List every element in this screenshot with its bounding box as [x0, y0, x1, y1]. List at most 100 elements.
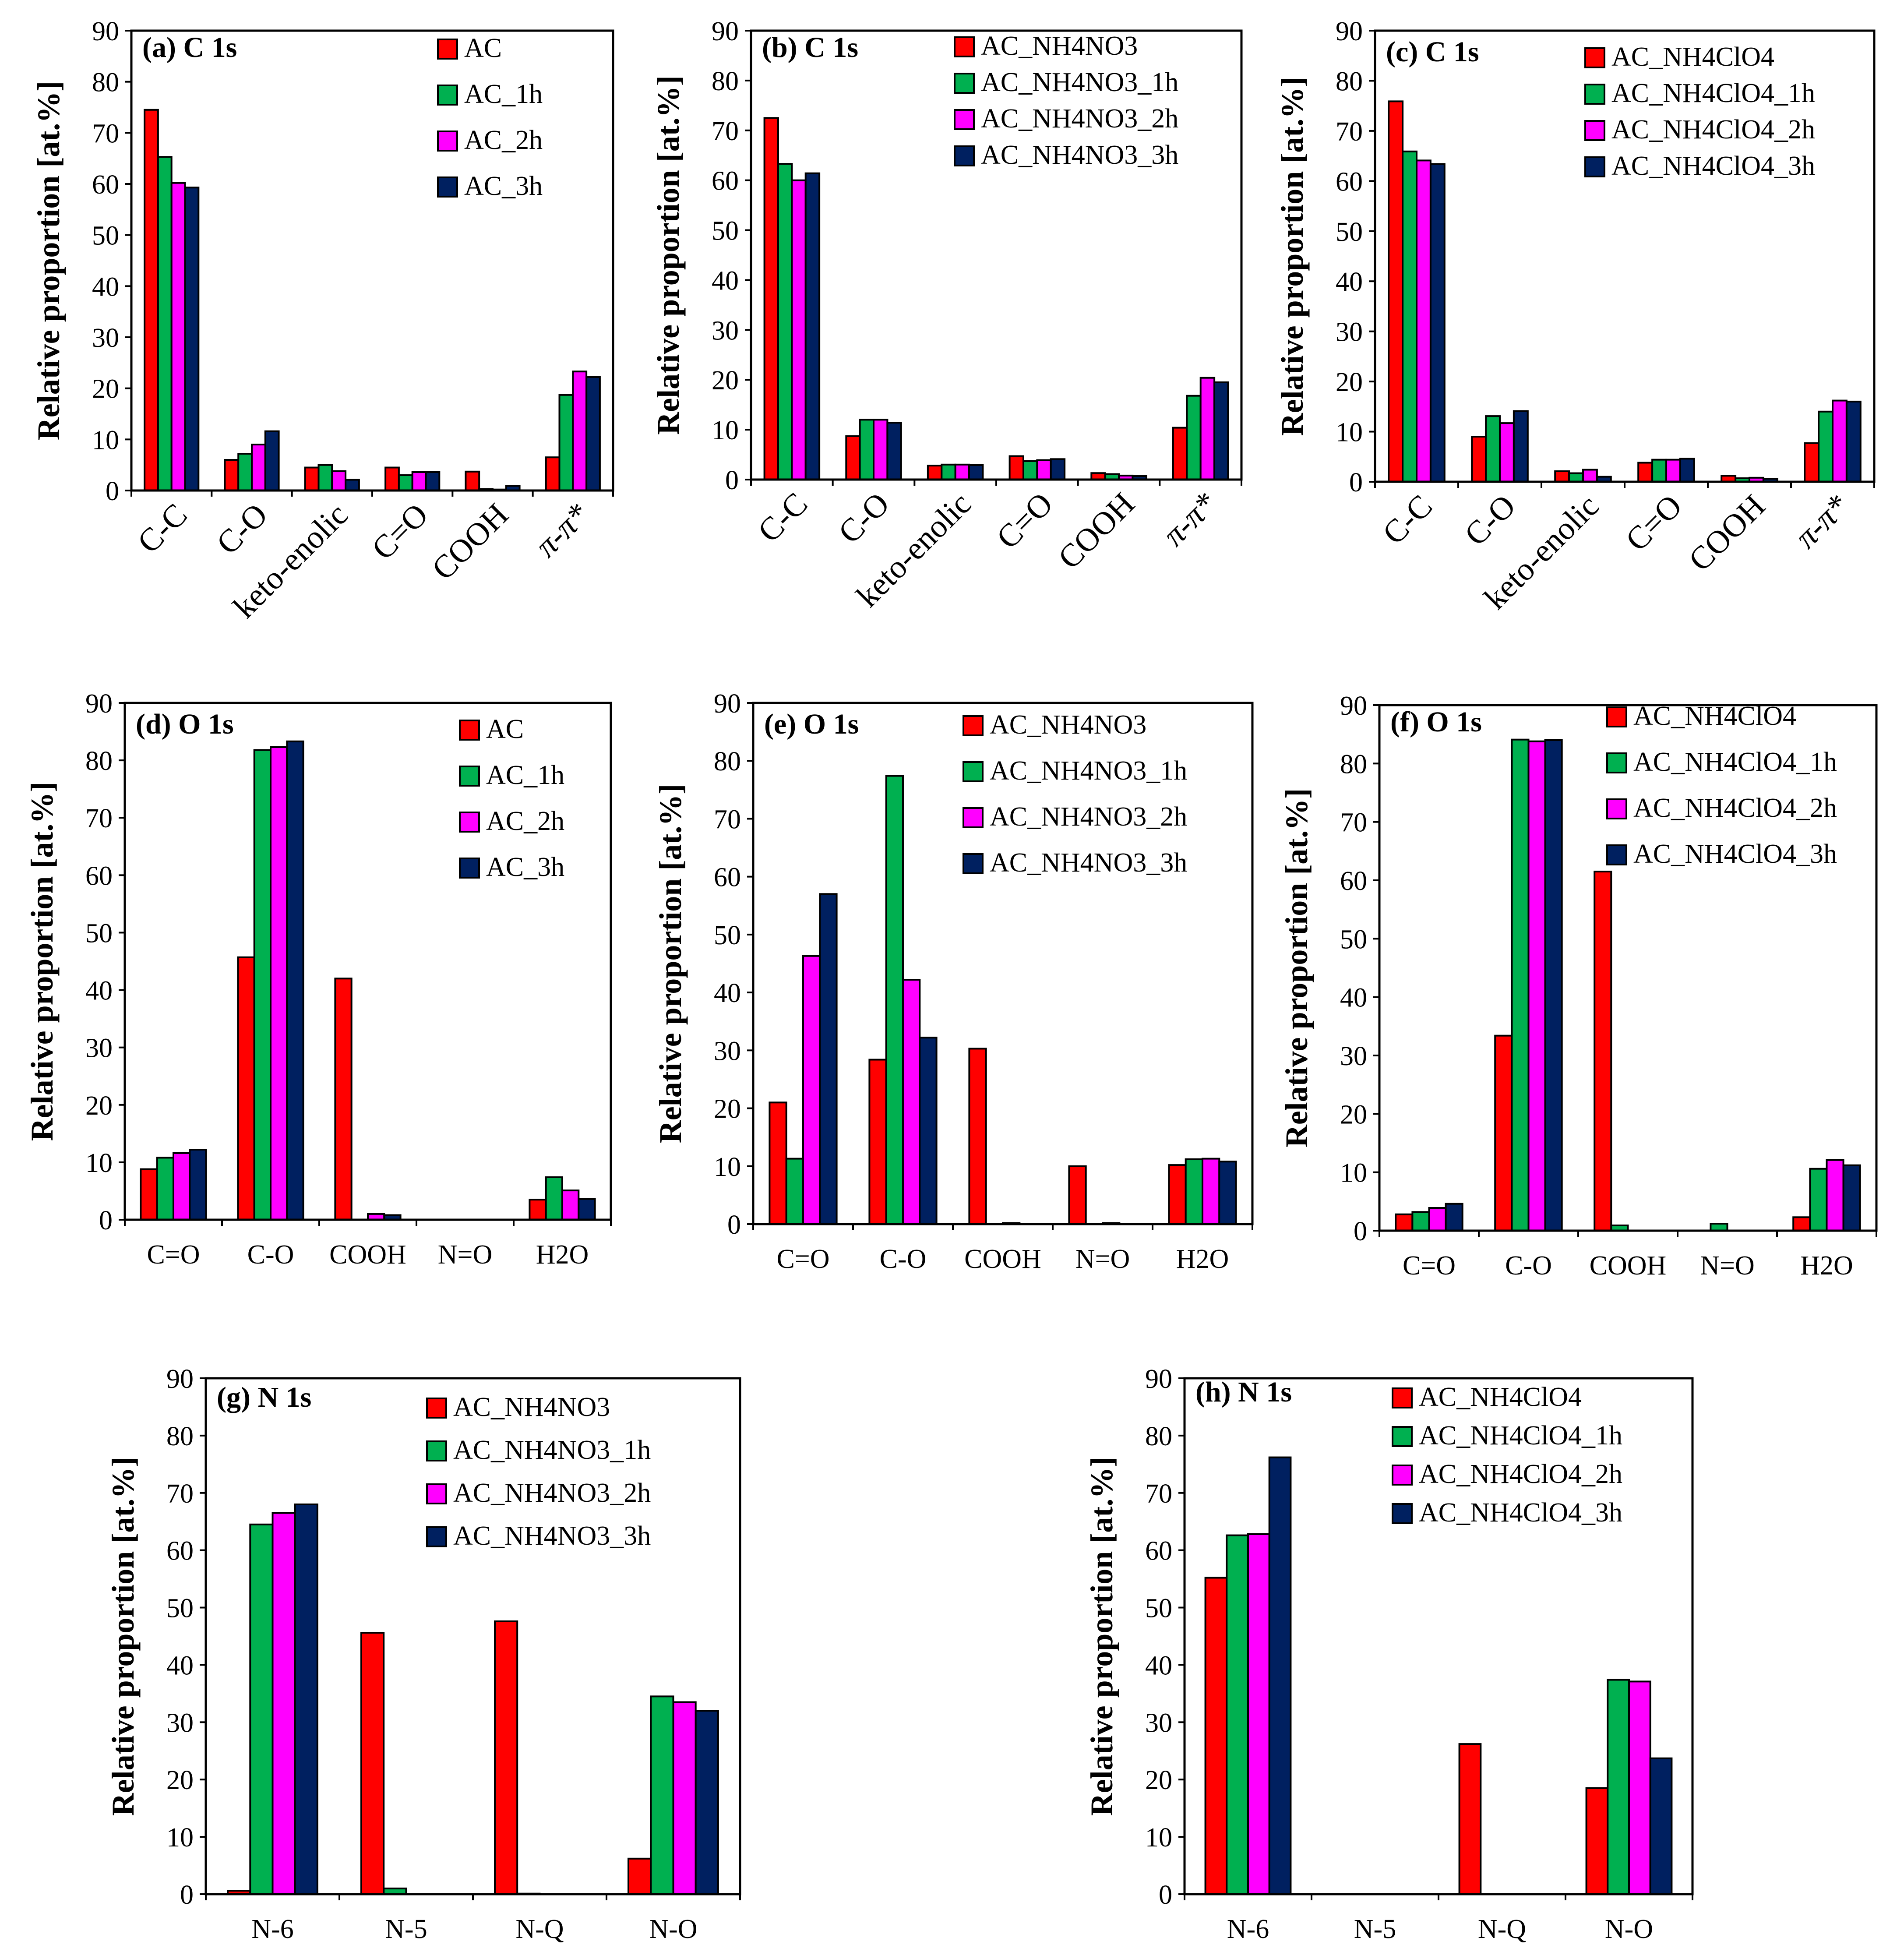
- legend-label: AC_1h: [486, 760, 564, 790]
- bar-c-keto-enolic-AC_NH4ClO4: [1554, 470, 1570, 483]
- bar-b-π-π*-AC_NH4NO3_3h: [1213, 381, 1229, 481]
- legend-swatch: [954, 36, 975, 57]
- bar-g-N-O-AC_NH4NO3: [628, 1857, 652, 1895]
- legend-swatch: [426, 1483, 447, 1504]
- bar-f-C=O-AC_NH4ClO4_2h: [1428, 1207, 1447, 1232]
- y-tick-label: 90: [85, 689, 113, 719]
- bar-f-C-O-AC_NH4ClO4: [1494, 1034, 1513, 1232]
- panel-title: (f) O 1s: [1390, 706, 1482, 738]
- y-tick-label: 90: [92, 17, 119, 46]
- bar-f-H2O-AC_NH4ClO4_1h: [1809, 1168, 1828, 1232]
- legend-swatch: [459, 812, 480, 833]
- bar-f-H2O-AC_NH4ClO4_2h: [1826, 1159, 1844, 1232]
- bar-c-π-π*-AC_NH4ClO4_2h: [1832, 399, 1848, 483]
- y-tick-label: 40: [166, 1651, 194, 1680]
- legend-swatch: [963, 807, 984, 828]
- bar-d-C=O-AC_3h: [189, 1149, 207, 1221]
- legend-swatch: [459, 720, 480, 741]
- y-tick-label: 20: [1145, 1765, 1172, 1795]
- bar-d-H2O-AC_3h: [578, 1198, 596, 1221]
- y-tick-label: 60: [714, 863, 741, 893]
- legend-swatch: [437, 131, 458, 152]
- y-tick-label: 30: [85, 1034, 113, 1063]
- panel-title: (e) O 1s: [764, 708, 859, 740]
- chart-panel-g: 0 10 20 30 40 50 60 70 80 90 N-6 N-5 N-Q N-O Relative …: [106, 1364, 741, 1944]
- legend-swatch: [1584, 47, 1605, 68]
- bar-b-keto-enolic-AC_NH4NO3_3h: [968, 464, 984, 480]
- legend-label: AC_1h: [464, 79, 543, 109]
- legend-label: AC: [464, 33, 502, 63]
- bar-h-N-6-AC_NH4ClO4_2h: [1247, 1533, 1270, 1895]
- x-tick-label: N-Q: [515, 1914, 564, 1944]
- y-tick-label: 0: [180, 1880, 194, 1910]
- x-tick-label: C-O: [210, 497, 275, 561]
- x-tick-label: π-π*: [1156, 486, 1223, 553]
- legend-swatch: [963, 715, 984, 736]
- y-tick-label: 30: [166, 1708, 194, 1738]
- legend-swatch: [954, 73, 975, 94]
- bar-h-N-O-AC_NH4ClO4_3h: [1649, 1757, 1673, 1895]
- bar-c-C-C-AC_NH4ClO4_2h: [1416, 159, 1432, 483]
- bar-c-keto-enolic-AC_NH4ClO4_2h: [1582, 469, 1598, 483]
- y-tick-label: 80: [166, 1422, 194, 1451]
- y-axis-label: Relative proportion [at.%]: [651, 75, 686, 435]
- legend-label: AC_NH4NO3_1h: [453, 1435, 651, 1465]
- y-tick-label: 0: [725, 466, 739, 495]
- y-tick-label: 20: [166, 1765, 194, 1795]
- bar-h-N-O-AC_NH4ClO4: [1585, 1787, 1609, 1895]
- legend: AC_NH4ClO4 AC_NH4ClO4_1h AC_NH4ClO4_2h AC_N…: [1392, 1382, 1622, 1528]
- y-tick-label: 10: [85, 1148, 113, 1178]
- legend-label: AC_NH4ClO4: [1611, 42, 1774, 72]
- bar-b-π-π*-AC_NH4NO3: [1172, 427, 1188, 480]
- y-tick-label: 70: [92, 119, 119, 148]
- y-tick-label: 20: [1340, 1100, 1367, 1130]
- y-tick-label: 10: [166, 1823, 194, 1853]
- y-tick-label: 70: [1336, 117, 1363, 147]
- bar-a-C=O-AC_3h: [425, 471, 441, 491]
- y-tick-label: 50: [92, 221, 119, 251]
- legend-label: AC_2h: [486, 806, 564, 836]
- y-tick-label: 20: [714, 1094, 741, 1124]
- legend-label: AC_NH4NO3: [990, 710, 1146, 740]
- bar-g-N-5-AC_NH4NO3: [360, 1632, 385, 1895]
- legend-swatch: [426, 1526, 447, 1547]
- bar-f-C-O-AC_NH4ClO4_1h: [1511, 738, 1530, 1232]
- bar-e-H2O-AC_NH4NO3_1h: [1185, 1158, 1203, 1225]
- legend: AC_NH4ClO4 AC_NH4ClO4_1h AC_NH4ClO4_2h AC_N…: [1606, 701, 1837, 869]
- bar-d-H2O-AC_2h: [561, 1190, 580, 1221]
- bar-e-H2O-AC_NH4NO3_2h: [1202, 1158, 1220, 1225]
- bar-c-π-π*-AC_NH4ClO4: [1804, 442, 1820, 483]
- bar-g-N-O-AC_NH4NO3_1h: [650, 1695, 674, 1895]
- chart-panel-d: 0 10 20 30 40 50 60 70 80 90 C=O C-O COOH N=O H2O Relat…: [25, 689, 612, 1270]
- bar-a-π-π*-AC: [545, 456, 561, 491]
- bar-a-C-O-AC: [224, 459, 240, 491]
- y-axis-label: Relative proportion [at.%]: [31, 81, 66, 441]
- bar-b-C-C-AC_NH4NO3_1h: [777, 163, 793, 481]
- y-tick-label: 0: [1159, 1880, 1172, 1910]
- bar-b-C-C-AC_NH4NO3_2h: [791, 179, 807, 480]
- y-tick-label: 30: [1340, 1041, 1367, 1071]
- legend: AC_NH4NO3 AC_NH4NO3_1h AC_NH4NO3_2h AC_NH4N…: [954, 31, 1178, 170]
- legend-label: AC_NH4NO3: [453, 1392, 610, 1422]
- x-tick-label: C-C: [130, 497, 194, 560]
- x-tick-label: N-O: [649, 1914, 697, 1944]
- y-tick-label: 50: [1145, 1594, 1172, 1624]
- y-tick-label: 50: [1340, 925, 1367, 954]
- legend: AC_NH4ClO4 AC_NH4ClO4_1h AC_NH4ClO4_2h AC_N…: [1584, 42, 1815, 181]
- y-tick-label: 80: [85, 746, 113, 776]
- bar-e-H2O-AC_NH4NO3_3h: [1218, 1161, 1237, 1225]
- legend-label: AC_NH4NO3_3h: [981, 140, 1178, 170]
- legend-label: AC_NH4NO3_1h: [990, 756, 1187, 786]
- legend-swatch: [954, 109, 975, 130]
- bar-e-N=O-AC_NH4NO3: [1068, 1165, 1087, 1225]
- legend-swatch: [1584, 120, 1605, 141]
- bar-a-keto-enolic-AC_2h: [331, 470, 347, 491]
- bar-a-π-π*-AC_2h: [572, 371, 588, 491]
- y-tick-label: 40: [1145, 1651, 1172, 1680]
- legend-label: AC_NH4ClO4_2h: [1611, 115, 1815, 145]
- bar-e-C=O-AC_NH4NO3_3h: [819, 893, 838, 1225]
- x-tick-label: COOH: [425, 497, 515, 587]
- bar-d-C-O-AC_3h: [286, 740, 304, 1221]
- bar-e-C-O-AC_NH4NO3_3h: [919, 1037, 938, 1225]
